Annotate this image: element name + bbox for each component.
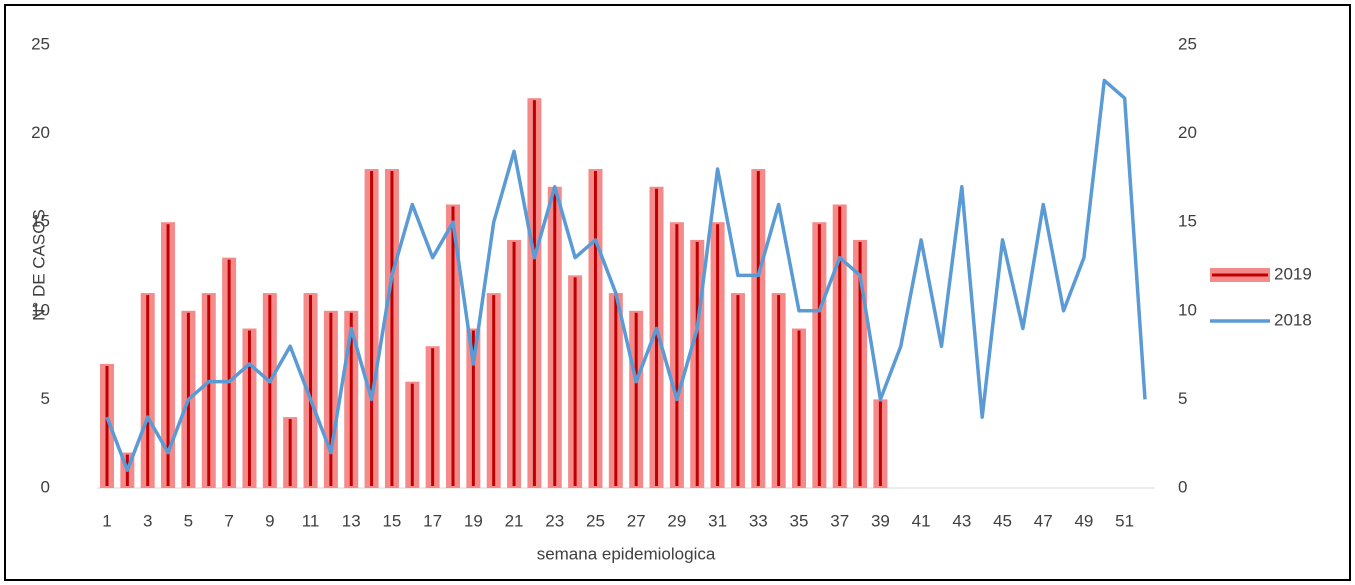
legend-label: 2019 [1274,264,1312,283]
y-tick-label: 0 [41,477,50,496]
bar-core [207,295,211,486]
bar-core [777,295,781,486]
x-tick-label: 3 [143,511,152,530]
x-tick-label: 25 [586,511,605,530]
bar-core [858,241,862,486]
bar-core [593,171,597,487]
bar-core [105,365,109,486]
bar-core [695,241,699,486]
x-tick-label: 31 [708,511,727,530]
legend-label: 2018 [1274,310,1312,329]
y-tick-label: 15 [31,212,50,231]
bar-core [309,295,313,486]
x-tick-label: 41 [912,511,931,530]
x-axis-title: semana epidemiologica [537,544,716,563]
y-tick-label: 25 [31,34,50,53]
x-tick-label: 23 [545,511,564,530]
x-tick-label: 13 [342,511,361,530]
bar-core [471,330,475,486]
bar-core [634,312,638,486]
bar-core [614,295,618,486]
bar-core [736,295,740,486]
x-tick-label: 9 [265,511,274,530]
x-tick-label: 15 [382,511,401,530]
x-tick-label: 37 [830,511,849,530]
bar-core [166,224,170,486]
bar-core [756,171,760,487]
bar-core [878,401,882,486]
bar-core [532,100,536,486]
bar-core [838,206,842,487]
bar-core [410,383,414,486]
x-tick-label: 7 [224,511,233,530]
y2-tick-label: 25 [1178,34,1197,53]
x-tick-label: 1 [102,511,111,530]
legend-swatch-core [1212,273,1268,277]
x-tick-label: 29 [667,511,686,530]
x-tick-label: 47 [1034,511,1053,530]
x-tick-label: 39 [871,511,890,530]
bar-core [573,277,577,486]
bar-core [227,259,231,486]
bar-core [817,224,821,486]
y-tick-label: 10 [31,300,50,319]
bar-core [268,295,272,486]
bar-core [146,295,150,486]
y2-tick-label: 5 [1178,389,1187,408]
bar-core [370,171,374,487]
bar-core [329,312,333,486]
bar-core [431,348,435,486]
x-tick-label: 33 [749,511,768,530]
x-tick-label: 51 [1115,511,1134,530]
x-tick-label: 27 [627,511,646,530]
x-tick-label: 49 [1074,511,1093,530]
bar-core [349,312,353,486]
y2-tick-label: 20 [1178,123,1197,142]
x-tick-label: 5 [184,511,193,530]
x-tick-label: 45 [993,511,1012,530]
bar-core [390,171,394,487]
bar-core [492,295,496,486]
y-tick-label: 5 [41,389,50,408]
x-tick-label: 17 [423,511,442,530]
y-tick-label: 20 [31,123,50,142]
y-axis-title: N° DE CASOS [29,209,48,321]
bar-core [797,330,801,486]
bar-core [716,224,720,486]
x-tick-label: 43 [952,511,971,530]
y2-tick-label: 10 [1178,300,1197,319]
y2-tick-label: 0 [1178,477,1187,496]
bar-core [512,241,516,486]
line [105,78,1147,473]
bar-core [288,419,292,486]
x-tick-label: 19 [464,511,483,530]
bar-core [553,188,557,486]
bar-core [451,206,455,487]
x-tick-label: 11 [302,511,320,530]
x-tick-label: 21 [505,511,524,530]
bar-core [247,330,251,486]
y2-tick-label: 15 [1178,212,1197,231]
bar-core [675,224,679,486]
x-tick-label: 35 [790,511,809,530]
bar-core [655,188,659,486]
